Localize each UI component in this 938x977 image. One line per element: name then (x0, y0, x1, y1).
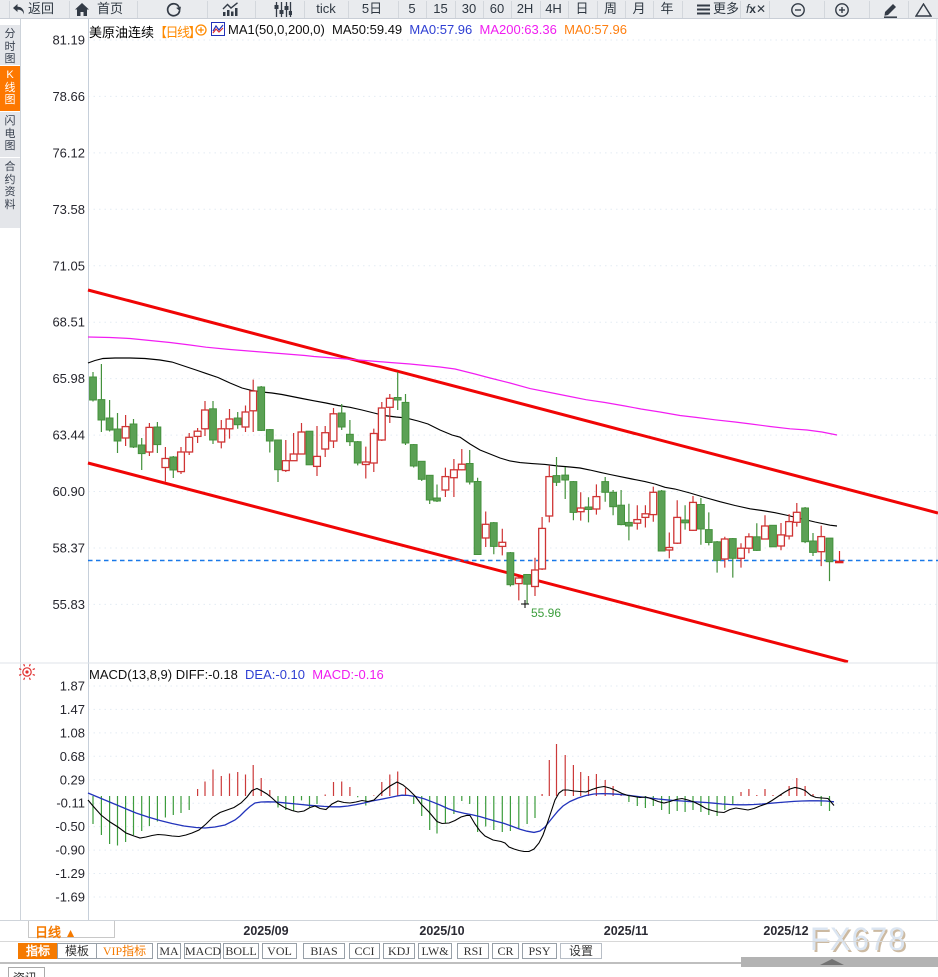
svg-text:76.12: 76.12 (52, 145, 85, 160)
svg-text:1.47: 1.47 (60, 702, 85, 717)
svg-text:1.87: 1.87 (60, 679, 85, 694)
svg-text:63.44: 63.44 (52, 428, 85, 443)
svg-text:1.08: 1.08 (60, 725, 85, 740)
svg-text:58.37: 58.37 (52, 541, 85, 556)
svg-text:78.66: 78.66 (52, 89, 85, 104)
svg-text:0.68: 0.68 (60, 749, 85, 764)
svg-text:-0.50: -0.50 (55, 819, 85, 834)
svg-text:65.98: 65.98 (52, 371, 85, 386)
svg-text:2025/12: 2025/12 (763, 924, 808, 938)
svg-text:81.19: 81.19 (52, 33, 85, 48)
svg-text:2025/11: 2025/11 (604, 924, 649, 938)
svg-text:-1.29: -1.29 (55, 866, 85, 881)
svg-text:60.90: 60.90 (52, 484, 85, 499)
svg-text:-0.11: -0.11 (56, 796, 85, 811)
svg-text:73.58: 73.58 (52, 202, 85, 217)
svg-text:2025/10: 2025/10 (419, 924, 464, 938)
svg-text:68.51: 68.51 (52, 315, 85, 330)
svg-text:-1.69: -1.69 (55, 890, 85, 905)
svg-text:0.29: 0.29 (60, 772, 85, 787)
svg-text:55.96: 55.96 (531, 606, 561, 620)
svg-text:2025/09: 2025/09 (243, 924, 288, 938)
svg-text:-0.90: -0.90 (55, 843, 85, 858)
svg-text:55.83: 55.83 (52, 597, 85, 612)
svg-text:71.05: 71.05 (52, 258, 85, 273)
